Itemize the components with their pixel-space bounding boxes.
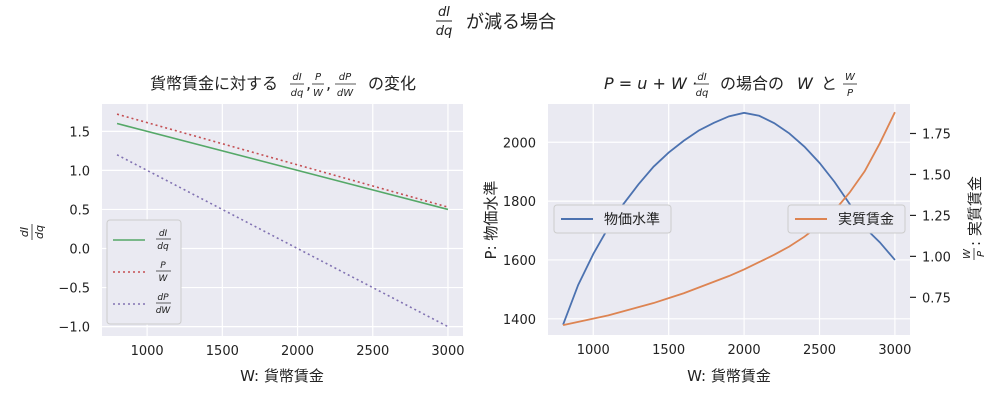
left-legend-label-den-2: dW (156, 306, 172, 316)
left-y-tick-label: 1.5 (69, 125, 90, 140)
right-ylabel-text: : 実質賃金 (966, 176, 984, 246)
right-right-y-tick-label: 0.75 (922, 291, 951, 306)
left-chart-title: 貨幣賃金に対する dI dq , P W , dP dW の変化 (150, 72, 416, 99)
left-title-frac1-den: dq (291, 88, 304, 99)
right-left-y-tick-label: 1600 (503, 254, 536, 269)
right-right-y-tick-label: 1.75 (922, 127, 951, 142)
right-x-tick-label: 2000 (728, 343, 761, 358)
right-right-y-tick-label: 1.00 (922, 250, 951, 265)
right-title-and: と (821, 74, 837, 93)
left-y-tick-label: 0.5 (69, 203, 90, 218)
right-right-y-tick-label: 1.25 (922, 209, 951, 224)
left-legend-label-num-0: dI (159, 229, 168, 239)
left-x-tick-label: 2500 (356, 344, 389, 359)
legend-label-real-wage: 実質賃金 (838, 212, 894, 228)
left-legend-label-num-1: P (160, 261, 166, 271)
right-chart-title: P = u + W · dI dq の場合の W と W P (604, 72, 857, 99)
left-x-tick-labels: 1000 1500 2000 2500 3000 (131, 344, 465, 359)
legend-label-price-level: 物価水準 (604, 212, 660, 228)
right-left-y-tick-labels: 2000 1800 1600 1400 (503, 136, 536, 328)
left-y-axis-label: dI dq (18, 224, 46, 240)
right-title-frac-den: dq (696, 88, 709, 99)
left-x-tick-label: 2000 (281, 344, 314, 359)
right-legend-left-box (553, 204, 672, 234)
left-series-line-0 (116, 122, 449, 211)
left-ylabel-den: dq (33, 225, 46, 239)
left-title-prefix: 貨幣賃金に対する (150, 74, 278, 93)
right-x-tick-label: 1000 (577, 343, 610, 358)
right-title-frac-num: dI (697, 72, 706, 83)
right-title-frac2-num: W (845, 72, 856, 83)
left-title-frac3-num: dP (339, 72, 352, 83)
left-x-tick-label: 3000 (431, 344, 464, 359)
left-ylabel-num: dI (18, 227, 31, 237)
right-right-y-tick-label: 1.50 (922, 168, 951, 183)
right-title-mid: の場合の (720, 74, 784, 93)
left-series-lines (116, 113, 449, 328)
right-title-math: P = u + W · (604, 74, 697, 93)
left-y-tick-label: −1.0 (58, 321, 90, 336)
left-y-tick-labels: 1.5 1.0 0.5 0.0 −0.5 −1.0 (58, 125, 90, 335)
suptitle: dI dq が減る場合 (436, 5, 556, 39)
right-legend-right: 実質賃金 (787, 204, 906, 234)
left-title-frac1-num: dI (292, 72, 301, 83)
left-legend-label-den-1: W (159, 274, 169, 284)
left-title-frac3-den: dW (337, 88, 354, 99)
left-title-suffix: の変化 (368, 74, 416, 93)
right-left-y-tick-label: 1800 (503, 195, 536, 210)
right-x-axis-label: W: 貨幣賃金 (687, 367, 771, 385)
right-left-y-tick-label: 2000 (503, 136, 536, 151)
left-chart: 1000 1500 2000 2500 3000 1.5 1.0 0.5 0.0 −0.5 −1.… (18, 72, 465, 385)
right-series-line-1 (562, 111, 896, 327)
right-title-frac2-den: P (847, 88, 854, 99)
right-title-w: W (797, 74, 814, 93)
right-chart: 1000 1500 2000 2500 3000 2000 1800 1600 1400 1.… (482, 72, 987, 385)
left-title-frac2-num: P (315, 72, 322, 83)
left-title-frac2-den: W (313, 88, 324, 99)
right-legend-right-box (787, 204, 906, 234)
right-legend-left: 物価水準 (553, 204, 672, 234)
right-ylabel-frac-den: P (976, 250, 987, 257)
right-x-tick-label: 3000 (878, 343, 911, 358)
left-legend-label-den-0: dq (157, 242, 169, 252)
right-right-y-tick-labels: 1.75 1.50 1.25 1.00 0.75 (910, 127, 951, 306)
left-series-line-2 (116, 154, 449, 328)
left-x-axis-label: W: 貨幣賃金 (240, 367, 324, 385)
left-series-line-1 (116, 113, 449, 208)
left-y-tick-label: 1.0 (69, 164, 90, 179)
right-left-y-tick-label: 1400 (503, 313, 536, 328)
right-left-y-axis-label: P: 物価水準 (482, 181, 500, 260)
left-x-tick-label: 1500 (206, 344, 239, 359)
right-x-tick-label: 1500 (652, 343, 685, 358)
right-x-tick-labels: 1000 1500 2000 2500 3000 (577, 343, 912, 358)
right-x-tick-label: 2500 (803, 343, 836, 358)
left-x-tick-label: 1000 (131, 344, 164, 359)
left-y-tick-label: −0.5 (58, 282, 90, 297)
left-y-tick-label: 0.0 (69, 243, 90, 258)
right-right-y-axis-label: W P : 実質賃金 (962, 176, 987, 260)
left-title-comma2: , (326, 74, 331, 93)
left-title-comma1: , (306, 74, 311, 93)
left-legend-label-num-2: dP (157, 293, 169, 303)
suptitle-frac-den: dq (436, 24, 453, 39)
suptitle-text: が減る場合 (466, 12, 556, 33)
suptitle-frac-num: dI (438, 5, 450, 20)
right-ylabel-frac-num: W (962, 248, 973, 259)
